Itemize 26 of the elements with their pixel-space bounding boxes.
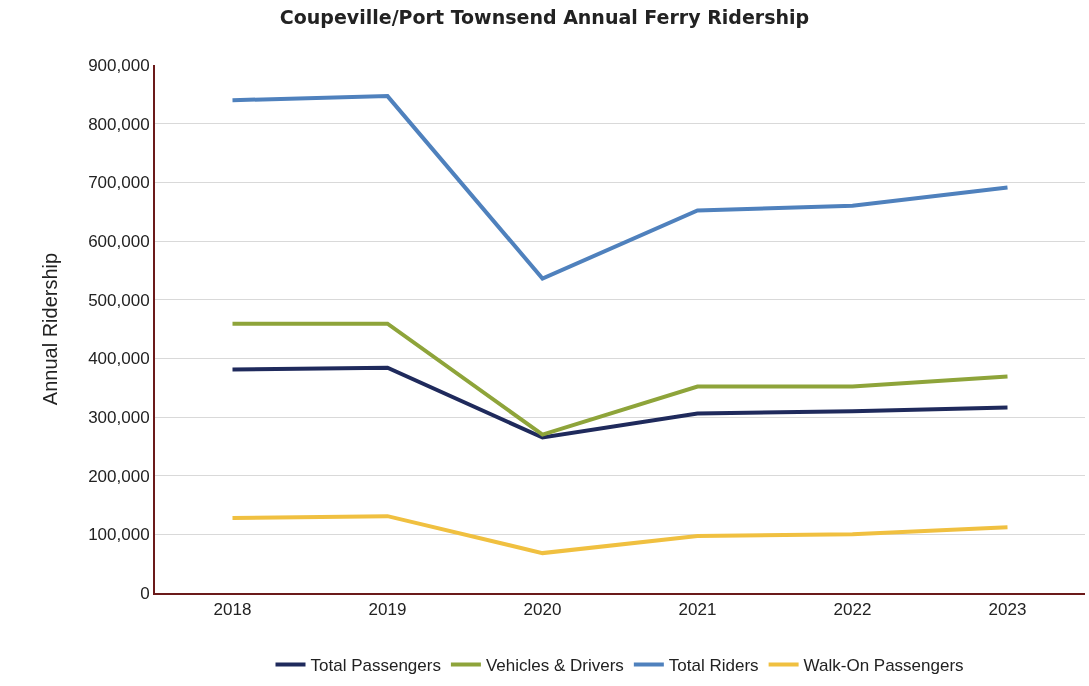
y-tick-label: 800,000 xyxy=(88,114,150,134)
x-tick-label: 2021 xyxy=(678,600,717,620)
y-tick-label: 300,000 xyxy=(88,407,150,427)
y-tick-label: 600,000 xyxy=(88,231,150,251)
x-tick-label: 2019 xyxy=(368,600,407,620)
x-tick-label: 2023 xyxy=(988,600,1027,620)
y-tick-label: 100,000 xyxy=(88,525,150,545)
x-tick-label: 2018 xyxy=(213,600,252,620)
y-tick-label: 200,000 xyxy=(88,466,150,486)
chart-title: Coupeville/Port Townsend Annual Ferry Ridership xyxy=(279,5,810,28)
line-series xyxy=(230,365,1010,440)
legend-label: Walk-On Passengers xyxy=(803,656,964,676)
x-tick-label: 2020 xyxy=(523,600,562,620)
y-tick-label: 400,000 xyxy=(88,349,150,369)
x-tick-label: 2022 xyxy=(833,600,872,620)
legend-label: Vehicles & Drivers xyxy=(485,656,624,676)
y-tick-label: 900,000 xyxy=(88,55,150,75)
line-series xyxy=(230,321,1010,437)
legend-label: Total Riders xyxy=(668,656,759,676)
y-tick-label: 700,000 xyxy=(88,173,150,193)
line-series xyxy=(230,514,1010,556)
y-tick-label: 500,000 xyxy=(88,290,150,310)
y-tick-label: 0 xyxy=(140,583,150,603)
legend-label: Total Passengers xyxy=(310,656,441,676)
line-series xyxy=(230,94,1010,281)
y-axis-title: Annual Ridership xyxy=(39,252,62,406)
